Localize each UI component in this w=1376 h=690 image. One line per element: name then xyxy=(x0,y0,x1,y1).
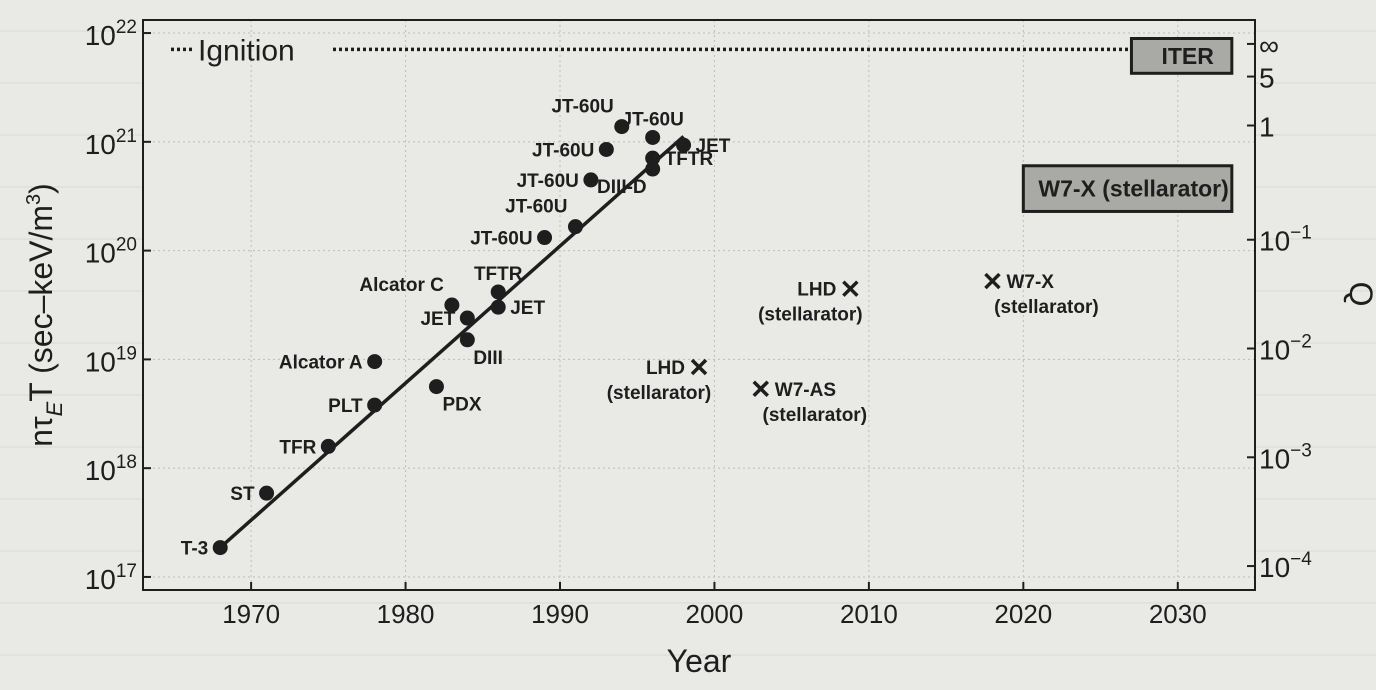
y2-tick-label: 1 xyxy=(1259,112,1275,143)
stellarator-marker xyxy=(984,272,1001,290)
tokamak-point xyxy=(490,284,506,300)
tokamak-label: TFTR xyxy=(474,264,523,285)
background-text-line xyxy=(0,602,1376,604)
tokamak-label: JET xyxy=(420,309,455,330)
tokamak-label: DIII-D xyxy=(597,177,647,198)
y-tick-label: 1017 xyxy=(85,561,137,595)
tokamak-label: JT-60U xyxy=(551,97,613,118)
target-box-label: W7-X (stellarator) xyxy=(1038,176,1228,202)
x-tick-label: 2020 xyxy=(994,599,1052,629)
tokamak-label: PLT xyxy=(328,396,363,417)
y-tick-label: 1019 xyxy=(85,343,137,377)
y-tick-label: 1021 xyxy=(85,126,137,160)
y-tick-label: 1022 xyxy=(85,17,137,51)
x-tick-label: 1990 xyxy=(531,599,589,629)
y2-tick-label: 10−3 xyxy=(1259,440,1312,474)
tokamak-label: PDX xyxy=(442,395,481,416)
tokamak-label: JET xyxy=(696,136,731,157)
tokamak-label: JT-60U xyxy=(470,229,532,250)
tokamak-point xyxy=(490,299,506,315)
trend-line xyxy=(219,135,685,549)
axis-ticks: 1970 1980 1990 2000 2010 2020 2030 1017 1018 1019… xyxy=(85,17,1313,629)
stellarator-label: LHD xyxy=(797,280,836,301)
stellarator-marker xyxy=(752,380,770,397)
tokamak-point xyxy=(320,438,336,454)
x-tick-label: 1980 xyxy=(377,599,435,629)
tokamak-point xyxy=(367,397,383,413)
y2-tick-label: 10−4 xyxy=(1259,549,1312,583)
tokamak-label: T-3 xyxy=(181,539,208,560)
y-axis-title: nτET (sec–keV/m3) xyxy=(23,183,67,447)
tokamak-label: DIII xyxy=(473,348,503,369)
target-boxes: ITER W7-X (stellarator) xyxy=(1021,36,1234,213)
tokamak-point xyxy=(459,310,475,326)
stellarator-label: W7-X xyxy=(1006,272,1054,293)
x-tick-label: 2000 xyxy=(686,599,744,629)
tokamak-label: Alcator A xyxy=(279,353,363,374)
tokamak-point xyxy=(645,129,661,145)
plot-frame xyxy=(142,19,1256,591)
tokamak-point xyxy=(537,230,553,246)
target-box xyxy=(1021,164,1234,213)
x-tick-label: 1970 xyxy=(222,599,280,629)
tokamak-point xyxy=(583,172,599,188)
stellarator-marker xyxy=(842,280,859,297)
x-axis-title: Year xyxy=(667,643,732,679)
y2-tick-label: 5 xyxy=(1259,63,1275,94)
y2-tick-label: 10−2 xyxy=(1259,332,1312,366)
target-box xyxy=(1129,36,1234,75)
tokamak-label: JT-60U xyxy=(517,171,579,192)
stellarator-marker xyxy=(690,358,708,376)
tokamak-point xyxy=(459,332,475,348)
tokamak-label: ST xyxy=(230,484,255,505)
background-text-line xyxy=(0,654,1376,656)
y-tick-label: 1020 xyxy=(85,235,137,269)
tokamak-label: JT-60U xyxy=(622,109,684,130)
axis-titles: Year nτET (sec–keV/m3) Q xyxy=(23,183,1376,679)
target-box-label: ITER xyxy=(1161,43,1214,69)
tokamak-point xyxy=(444,297,460,313)
plot-area xyxy=(143,20,1255,590)
tokamak-label: TFTR xyxy=(665,149,714,170)
trend-regression-line xyxy=(219,135,685,549)
stellarator-label: W7-AS xyxy=(775,380,836,401)
y2-tick-label: ∞ xyxy=(1259,30,1279,61)
tokamak-label: JT-60U xyxy=(505,197,567,218)
grid-lines xyxy=(143,20,1255,590)
y-tick-label: 1018 xyxy=(85,452,137,486)
tokamak-label: JET xyxy=(510,298,545,319)
tokamak-label: JT-60U xyxy=(532,140,594,161)
y2-axis-title: Q xyxy=(1343,282,1376,307)
tokamak-point xyxy=(259,485,275,501)
stellarator-sublabel: (stellarator) xyxy=(994,297,1099,318)
tokamak-point xyxy=(598,141,614,157)
data-points: T-3 ST TFR PLT Alcator A PDX Alcator C JET DIII J… xyxy=(181,97,1099,560)
stellarator-sublabel: (stellarator) xyxy=(607,383,712,404)
tokamak-point xyxy=(645,150,661,166)
tokamak-point xyxy=(428,379,444,395)
ignition-label: Ignition xyxy=(198,34,295,67)
stellarator-label: LHD xyxy=(646,358,685,379)
tokamak-point xyxy=(645,161,661,177)
tokamak-point xyxy=(676,137,692,153)
tokamak-point xyxy=(567,219,583,235)
tokamak-point xyxy=(614,119,630,135)
y2-tick-label: 10−1 xyxy=(1259,223,1312,257)
stellarator-sublabel: (stellarator) xyxy=(758,305,863,326)
tokamak-point xyxy=(212,540,228,556)
x-tick-label: 2010 xyxy=(840,599,898,629)
stellarator-sublabel: (stellarator) xyxy=(763,405,868,426)
tokamak-label: TFR xyxy=(279,437,316,458)
x-tick-label: 2030 xyxy=(1149,599,1207,629)
tokamak-label: Alcator C xyxy=(359,275,444,296)
tokamak-point xyxy=(367,354,383,370)
ignition-line: Ignition xyxy=(171,34,1132,67)
